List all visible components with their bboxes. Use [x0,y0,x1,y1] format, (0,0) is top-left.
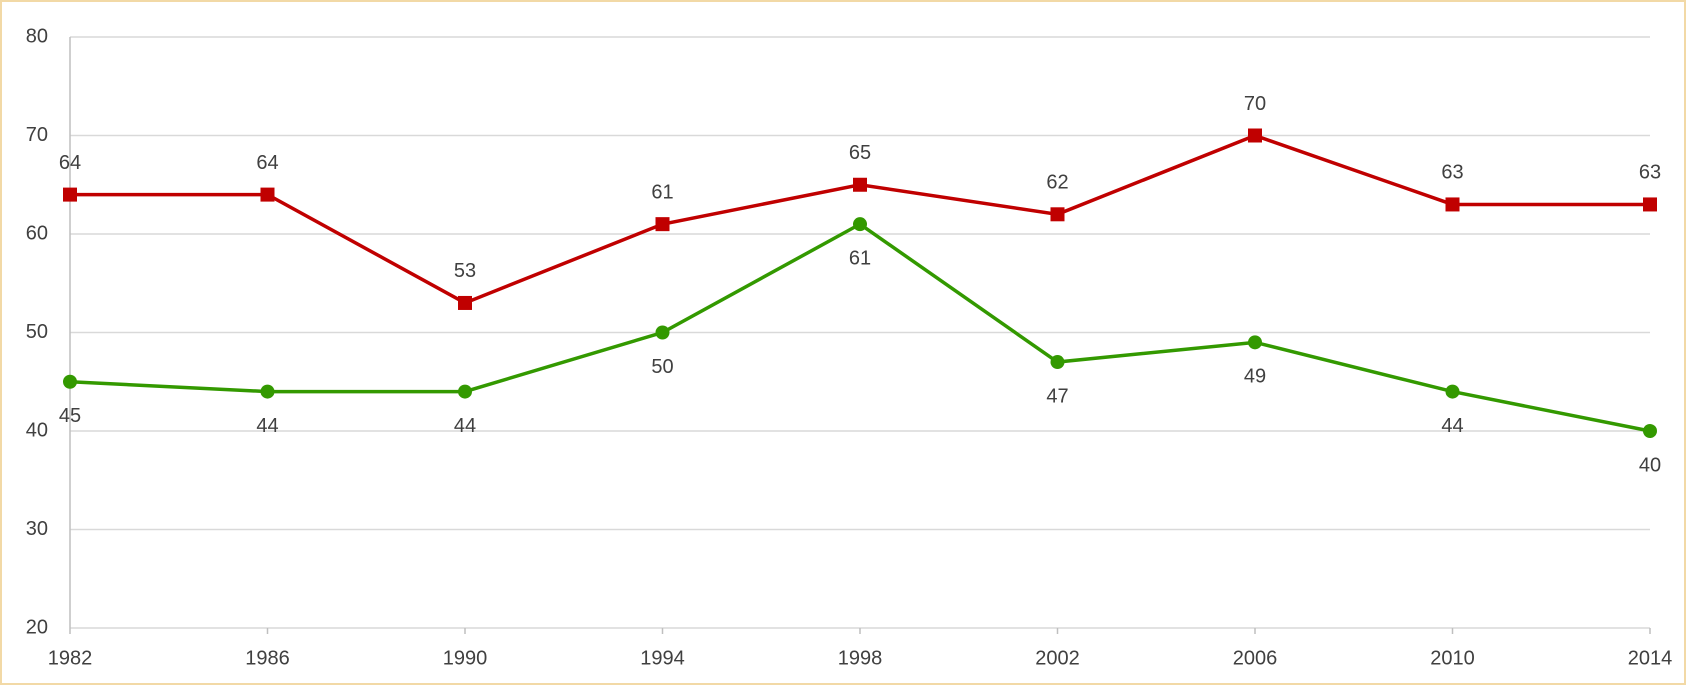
marker [1050,355,1065,370]
y-tick-label: 60 [26,222,48,244]
data-label: 61 [651,181,673,203]
marker [1643,197,1657,212]
data-label: 47 [1046,385,1068,407]
x-tick-label: 1990 [443,647,488,669]
data-label: 44 [1441,415,1463,437]
marker [1445,197,1460,212]
data-label: 63 [1639,162,1661,184]
marker [853,217,867,232]
marker [458,295,472,310]
y-tick-label: 50 [26,321,48,343]
x-tick-label: 2002 [1035,647,1080,669]
x-tick-label: 2010 [1430,647,1475,669]
x-tick-label: 2006 [1233,647,1278,669]
x-tick-label: 1986 [245,647,290,669]
marker [1248,335,1262,350]
marker [63,374,77,389]
y-tick-label: 70 [26,124,48,146]
data-label: 63 [1441,162,1463,184]
data-label: 53 [454,260,476,282]
x-tick-label: 1982 [48,647,93,669]
data-label: 65 [849,142,871,164]
y-tick-label: 80 [26,25,48,47]
marker [853,177,867,192]
marker [655,217,670,232]
marker [260,384,275,399]
data-label: 64 [256,152,278,174]
marker [458,384,472,399]
data-label: 49 [1244,366,1266,388]
y-tick-label: 30 [26,518,48,540]
x-tick-label: 1994 [640,647,685,669]
marker [1445,384,1460,399]
marker [260,187,275,202]
data-label: 50 [651,356,673,378]
marker [63,187,77,202]
data-label: 70 [1244,93,1266,115]
marker [1050,207,1065,222]
x-tick-label: 2014 [1628,647,1673,669]
data-label: 62 [1046,172,1068,194]
data-label: 61 [849,247,871,269]
data-label: 40 [1639,454,1661,476]
y-tick-label: 40 [26,419,48,441]
marker [655,325,670,340]
data-label: 44 [256,415,278,437]
x-tick-label: 1998 [838,647,883,669]
data-label: 45 [59,405,81,427]
y-tick-label: 20 [26,616,48,638]
data-label: 64 [59,152,81,174]
marker [1248,128,1262,143]
marker [1643,424,1657,438]
data-label: 44 [454,415,476,437]
